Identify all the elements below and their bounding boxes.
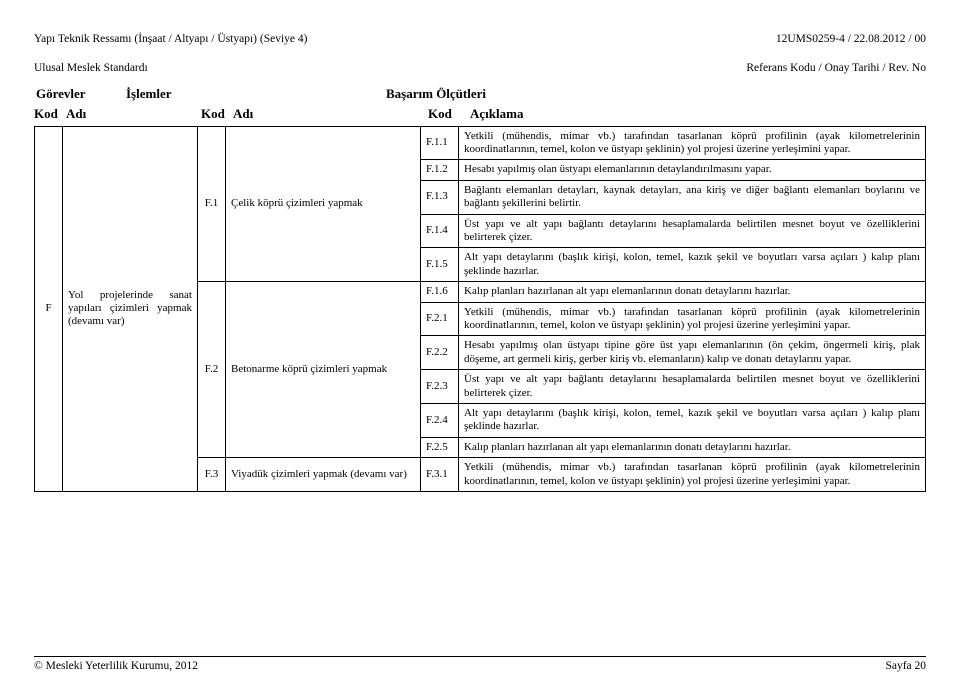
header-right: 12UMS0259-4 / 22.08.2012 / 00 Referans K…	[746, 18, 926, 76]
criteria-code: F.1.1	[421, 126, 459, 160]
label-islemler: İşlemler	[126, 86, 386, 102]
label-basarim: Başarım Ölçütleri	[386, 86, 924, 102]
criteria-text: Alt yapı detaylarını (başlık kirişi, kol…	[459, 248, 926, 282]
footer-left: © Mesleki Yeterlilik Kurumu, 2012	[34, 660, 198, 672]
criteria-code: F.2.4	[421, 404, 459, 438]
criteria-code: F.1.2	[421, 160, 459, 180]
col-adi-1: Adı	[66, 106, 201, 122]
criteria-text: Yetkili (mühendis, mimar vb.) tarafından…	[459, 302, 926, 336]
col-kod-1: Kod	[34, 106, 66, 122]
section-headings: Görevler İşlemler Başarım Ölçütleri	[34, 86, 926, 102]
criteria-text: Alt yapı detaylarını (başlık kirişi, kol…	[459, 404, 926, 438]
task-code: F	[35, 126, 63, 492]
page-footer: © Mesleki Yeterlilik Kurumu, 2012 Sayfa …	[34, 656, 926, 672]
criteria-text: Hesabı yapılmış olan üstyapı elemanların…	[459, 160, 926, 180]
header-right-line2: Referans Kodu / Onay Tarihi / Rev. No	[746, 62, 926, 74]
op-code: F.2	[198, 282, 226, 458]
op-code: F.1	[198, 126, 226, 282]
col-aciklama: Açıklama	[470, 106, 926, 122]
header-left: Yapı Teknik Ressamı (İnşaat / Altyapı / …	[34, 18, 307, 76]
criteria-code: F.1.3	[421, 180, 459, 214]
criteria-table: F Yol projelerinde sanat yapıları çiziml…	[34, 126, 926, 493]
page-header: Yapı Teknik Ressamı (İnşaat / Altyapı / …	[34, 18, 926, 76]
criteria-code: F.2.3	[421, 370, 459, 404]
column-headings: Kod Adı Kod Adı Kod Açıklama	[34, 106, 926, 122]
table-row: F Yol projelerinde sanat yapıları çiziml…	[35, 126, 926, 160]
col-kod-3: Kod	[428, 106, 470, 122]
criteria-code: F.1.6	[421, 282, 459, 302]
footer-right: Sayfa 20	[885, 660, 926, 672]
criteria-code: F.1.4	[421, 214, 459, 248]
criteria-text: Kalıp planları hazırlanan alt yapı elema…	[459, 437, 926, 457]
criteria-code: F.1.5	[421, 248, 459, 282]
col-kod-2: Kod	[201, 106, 233, 122]
op-name: Viyadük çizimleri yapmak (devamı var)	[226, 458, 421, 492]
header-left-line1: Yapı Teknik Ressamı (İnşaat / Altyapı / …	[34, 33, 307, 45]
op-name: Betonarme köprü çizimleri yapmak	[226, 282, 421, 458]
col-adi-2: Adı	[233, 106, 428, 122]
criteria-text: Hesabı yapılmış olan üstyapı tipine göre…	[459, 336, 926, 370]
label-gorevler: Görevler	[36, 86, 126, 102]
header-right-line1: 12UMS0259-4 / 22.08.2012 / 00	[776, 33, 926, 45]
criteria-code: F.3.1	[421, 458, 459, 492]
task-name: Yol projelerinde sanat yapıları çizimler…	[63, 126, 198, 492]
criteria-text: Üst yapı ve alt yapı bağlantı detayların…	[459, 214, 926, 248]
criteria-code: F.2.5	[421, 437, 459, 457]
op-code: F.3	[198, 458, 226, 492]
criteria-text: Kalıp planları hazırlanan alt yapı elema…	[459, 282, 926, 302]
criteria-code: F.2.2	[421, 336, 459, 370]
criteria-code: F.2.1	[421, 302, 459, 336]
criteria-text: Bağlantı elemanları detayları, kaynak de…	[459, 180, 926, 214]
criteria-text: Üst yapı ve alt yapı bağlantı detayların…	[459, 370, 926, 404]
criteria-text: Yetkili (mühendis, mimar vb.) tarafından…	[459, 458, 926, 492]
header-left-line2: Ulusal Meslek Standardı	[34, 62, 148, 74]
op-name: Çelik köprü çizimleri yapmak	[226, 126, 421, 282]
criteria-text: Yetkili (mühendis, mimar vb.) tarafından…	[459, 126, 926, 160]
footer-rule	[34, 656, 926, 657]
